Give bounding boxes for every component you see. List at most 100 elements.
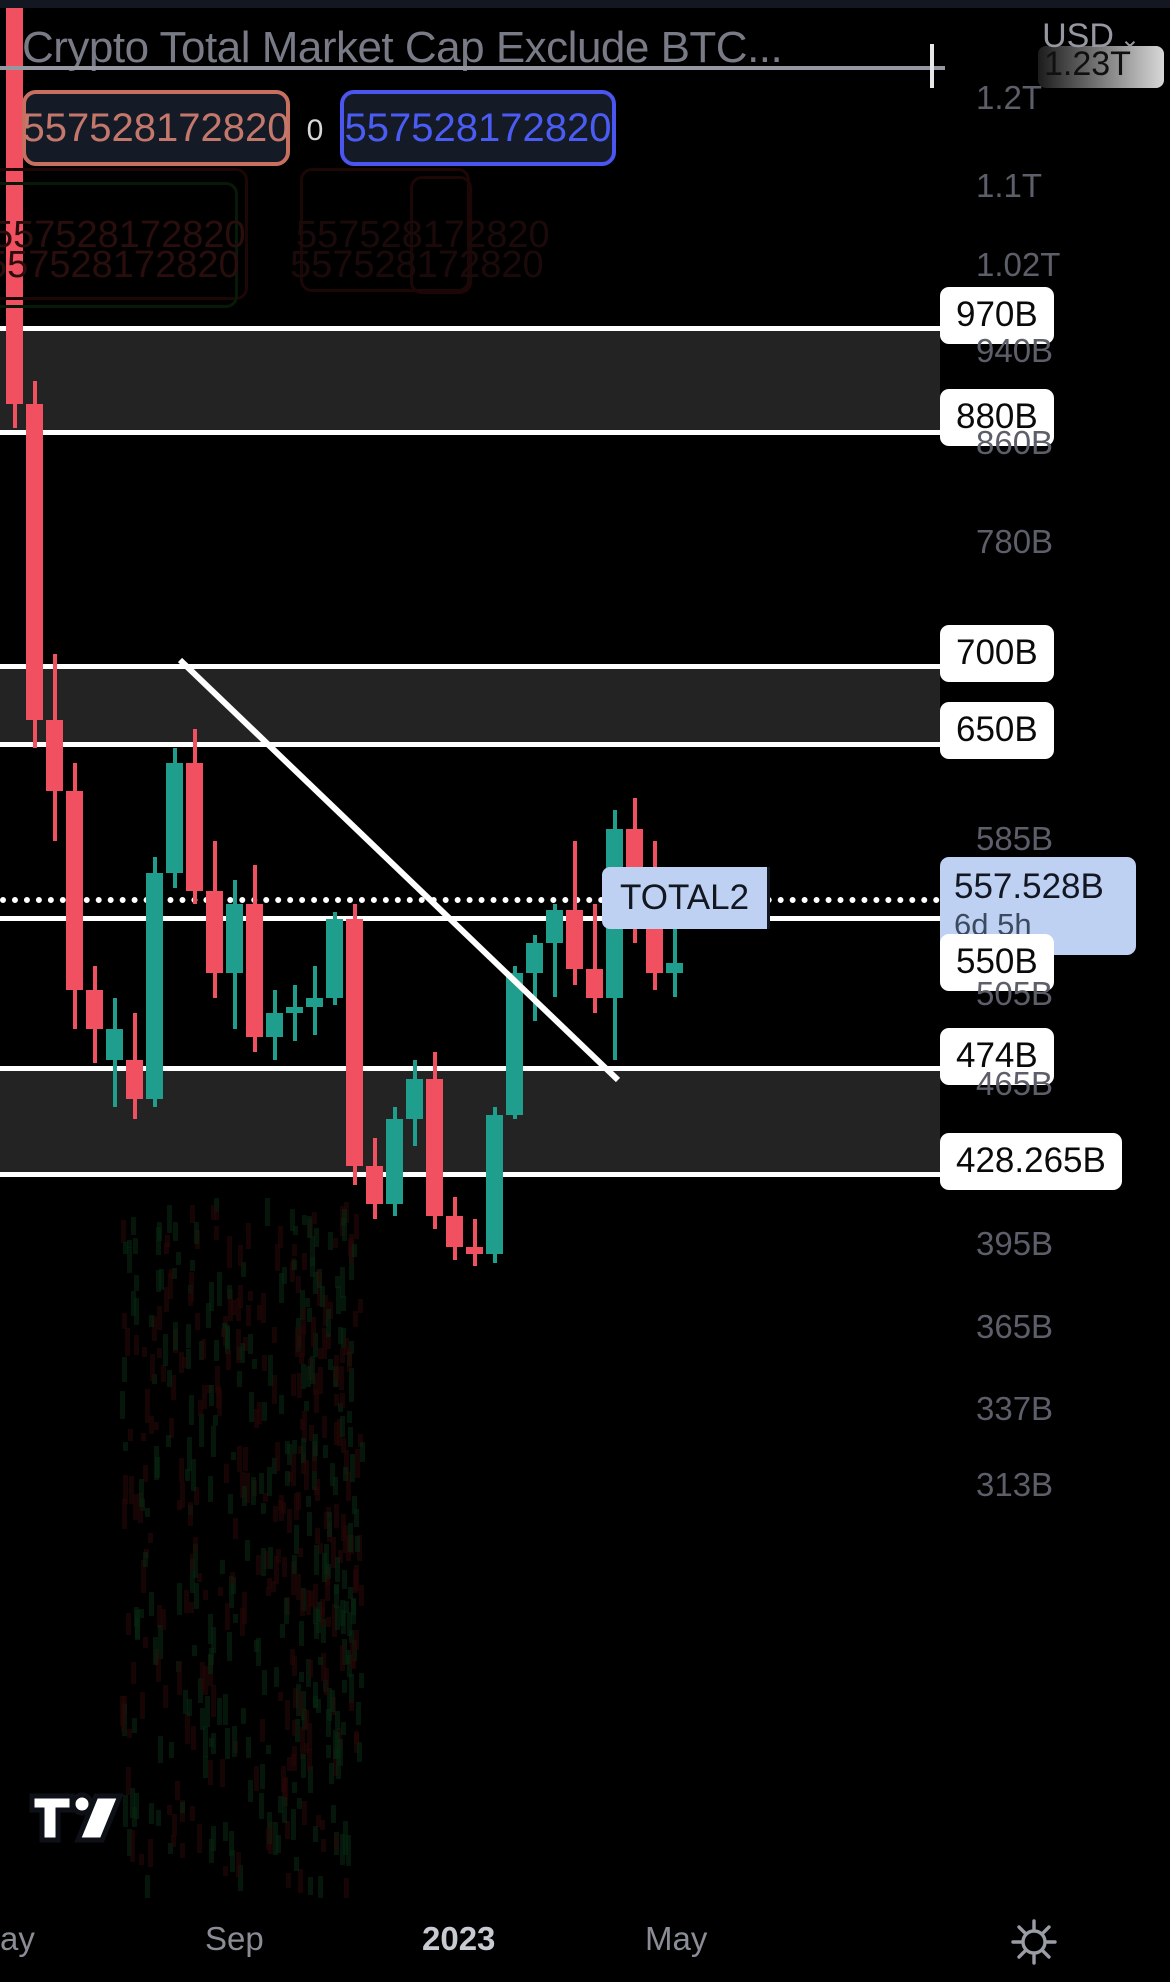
volume-ghost-bar — [208, 1654, 213, 1674]
volume-ghost-bar — [180, 1802, 185, 1813]
volume-ghost-bar — [156, 1227, 161, 1255]
level-line[interactable] — [0, 916, 940, 921]
volume-ghost-bar — [268, 1547, 273, 1569]
volume-ghost-bar — [252, 1359, 257, 1369]
volume-ghost-bar — [349, 1341, 354, 1354]
axis-price-tag[interactable]: 550B — [940, 934, 1054, 991]
volume-ghost-bar — [254, 1766, 259, 1791]
volume-ghost-bar — [262, 1402, 267, 1421]
axis-price-tag[interactable]: 700B — [940, 625, 1054, 682]
volume-ghost-bar — [346, 1650, 351, 1664]
volume-ghost-bar — [226, 1349, 231, 1370]
volume-ghost-bar — [358, 1434, 363, 1447]
volume-ghost-bar — [225, 1603, 230, 1630]
value-chip-blue[interactable]: 557528172820 — [340, 90, 616, 166]
volume-ghost-bar — [322, 1328, 327, 1359]
volume-ghost-bar — [157, 1605, 162, 1628]
volume-ghost-bar — [285, 1821, 290, 1839]
volume-ghost-bar — [351, 1598, 356, 1615]
volume-ghost-bar — [278, 1226, 283, 1248]
volume-ghost-bar — [195, 1313, 200, 1330]
level-line[interactable] — [0, 664, 940, 669]
page-title[interactable]: Crypto Total Market Cap Exclude BTC... — [22, 23, 783, 72]
volume-ghost-bar — [227, 1236, 232, 1268]
volume-ghost-bar — [122, 1357, 127, 1382]
volume-ghost-bar — [304, 1460, 309, 1490]
volume-ghost-bar — [190, 1554, 195, 1571]
volume-ghost-bar — [133, 1494, 138, 1520]
axis-price-tag[interactable]: 428.265B — [940, 1133, 1122, 1190]
volume-ghost-bar — [307, 1723, 312, 1751]
volume-ghost-bar — [296, 1574, 301, 1600]
level-line[interactable] — [0, 430, 940, 435]
volume-ghost-bar — [313, 1584, 318, 1609]
axis-price-tag[interactable]: 650B — [940, 702, 1054, 759]
level-line[interactable] — [0, 897, 940, 903]
volume-ghost-bar — [211, 1627, 216, 1653]
volume-ghost-bar — [164, 1243, 169, 1254]
currency-selector[interactable]: USD ⌄ — [1042, 14, 1140, 58]
volume-ghost-bar — [154, 1422, 159, 1430]
volume-ghost-bar — [228, 1494, 233, 1514]
candle-wick — [552, 903, 557, 998]
volume-ghost-bar — [231, 1577, 236, 1594]
volume-ghost-bar — [131, 1291, 136, 1316]
volume-ghost-bar — [206, 1303, 211, 1328]
volume-ghost-bar — [139, 1609, 144, 1618]
ghost-text: 557528172820 — [0, 214, 246, 256]
volume-ghost-bar — [301, 1453, 306, 1474]
value-chip-red[interactable]: 557528172820 — [22, 90, 290, 166]
volume-ghost-bar — [153, 1637, 158, 1665]
volume-ghost-bar — [128, 1429, 133, 1441]
candle-body — [466, 1247, 483, 1254]
volume-ghost-bar — [236, 1329, 241, 1363]
volume-ghost-bar — [278, 1500, 283, 1511]
volume-ghost-bar — [261, 1548, 266, 1576]
level-line[interactable] — [0, 326, 940, 331]
candle-wick — [592, 903, 597, 1014]
volume-ghost-bar — [349, 1630, 354, 1643]
volume-ghost-bar — [203, 1666, 208, 1695]
volume-ghost-bar — [302, 1801, 307, 1825]
volume-ghost-bar — [213, 1415, 218, 1426]
volume-ghost-bar — [298, 1869, 303, 1893]
volume-ghost-bar — [171, 1375, 176, 1400]
volume-ghost-bar — [131, 1217, 136, 1235]
candle-wick — [292, 985, 297, 1042]
volume-ghost-bar — [223, 1822, 228, 1841]
trendline[interactable] — [0, 8, 940, 1898]
candle-body — [286, 1006, 303, 1014]
axis-price-tag[interactable]: 970B — [940, 287, 1054, 344]
symbol-pill[interactable]: TOTAL2 — [602, 867, 771, 929]
volume-ghost-bar — [126, 1613, 131, 1635]
axis-tick-label: 1.02T — [976, 246, 1061, 283]
volume-ghost-bar — [334, 1835, 339, 1850]
volume-ghost-bar — [231, 1300, 236, 1315]
level-line[interactable] — [0, 742, 940, 747]
volume-ghost-bar — [149, 1416, 154, 1434]
volume-ghost-bar — [282, 1557, 287, 1577]
axis-price-tag[interactable]: 474B — [940, 1028, 1054, 1085]
volume-ghost-bar — [232, 1726, 237, 1757]
volume-ghost-bar — [208, 1614, 213, 1644]
volume-ghost-bar — [344, 1338, 349, 1355]
price-axis[interactable]: 1.23T 1.2T 1.1T 1.02T 970B 940B 880B 860B 780B 7… — [940, 8, 1170, 1898]
volume-ghost-bar — [130, 1830, 135, 1862]
axis-price-tag[interactable]: 880B — [940, 389, 1054, 446]
volume-ghost-bar — [347, 1612, 352, 1636]
gear-icon[interactable] — [1010, 1918, 1058, 1966]
level-line[interactable] — [0, 1172, 940, 1177]
volume-ghost-bar — [123, 1795, 128, 1827]
level-line[interactable] — [0, 1066, 940, 1071]
volume-ghost-bar — [208, 1476, 213, 1502]
volume-ghost-bar — [326, 1309, 331, 1337]
volume-ghost-bar — [339, 1366, 344, 1390]
axis-tick-label: 505B — [976, 975, 1054, 1012]
volume-ghost-bar — [214, 1226, 219, 1240]
volume-ghost-bar — [168, 1273, 173, 1299]
time-axis[interactable]: ay Sep 2023 May — [0, 1898, 1170, 1982]
volume-ghost-bar — [330, 1463, 335, 1486]
shaded-zone — [0, 328, 940, 430]
volume-ghost-bar — [139, 1854, 144, 1865]
chart-plot-area[interactable]: TOTAL2 — [0, 8, 940, 1898]
